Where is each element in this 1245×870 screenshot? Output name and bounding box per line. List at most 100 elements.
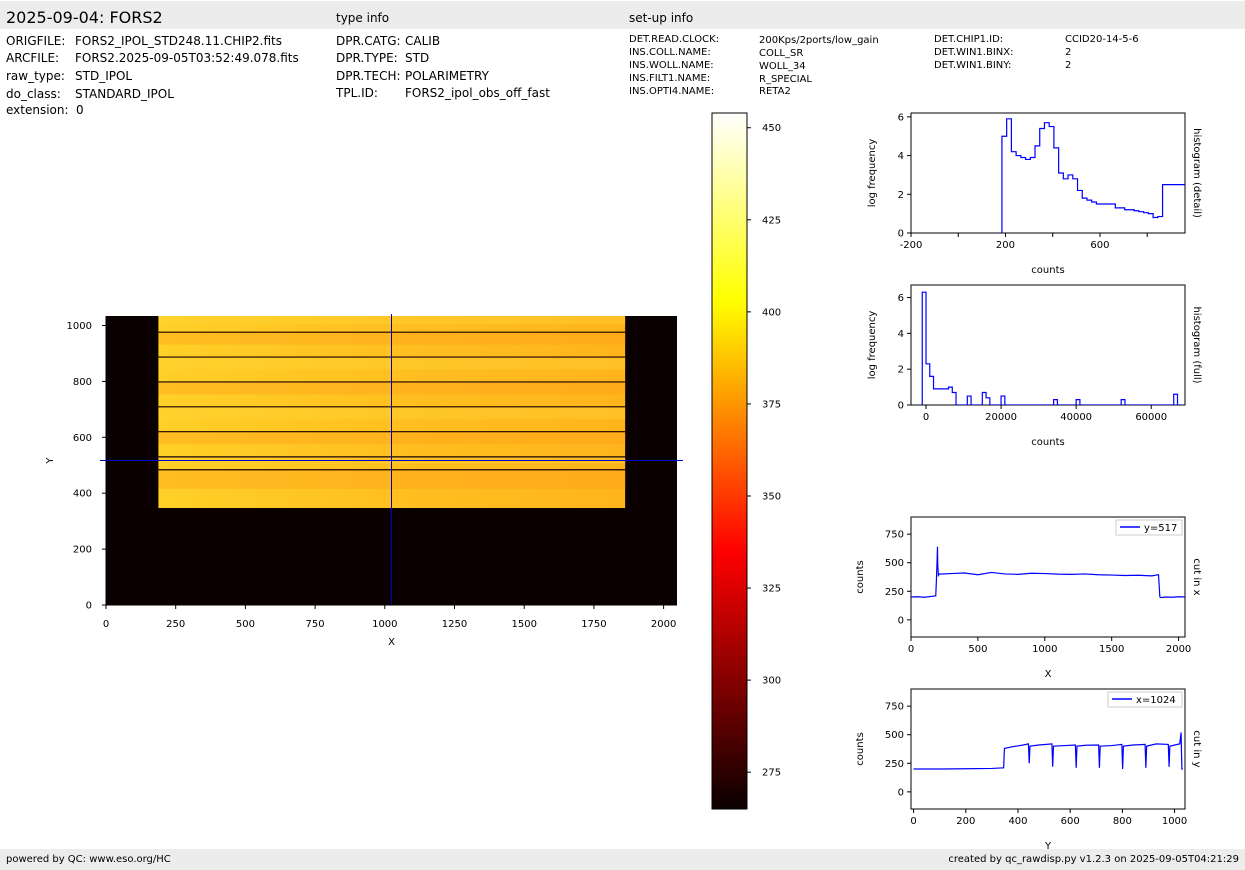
y-tick-label: 200 xyxy=(73,545,92,556)
colorbar-tick-label: 325 xyxy=(762,584,781,595)
image-panel: 0 250 500 750 1000 1250 1500 1750 2000 0 200 400 600… xyxy=(45,314,683,648)
y-tick-label: 750 xyxy=(885,530,904,541)
x-tick-label: -200 xyxy=(900,240,923,251)
histogram-detail-line xyxy=(1001,118,1185,233)
setup-key: DET.WIN1.BINX: xyxy=(934,47,1014,58)
histogram-detail-panel: -200 200 600 0 2 4 6 counts log frequency histogr… xyxy=(867,112,1202,276)
y-tick-label: 4 xyxy=(898,329,904,340)
x-tick-label: 40000 xyxy=(1060,412,1092,423)
colorbar-tick-label: 275 xyxy=(762,768,781,779)
side-label: cut in x xyxy=(1191,558,1202,595)
y-tick-label: 6 xyxy=(898,112,904,123)
y-tick-label: 2 xyxy=(898,190,904,201)
file-info-key: ORIGFILE: xyxy=(6,34,66,48)
type-info-key: DPR.TECH: xyxy=(336,69,401,83)
x-tick-label: 1500 xyxy=(511,619,536,630)
setup-key: DET.WIN1.BINY: xyxy=(934,60,1012,71)
x-tick-label: 2000 xyxy=(1166,644,1191,655)
y-tick-label: 4 xyxy=(898,151,904,162)
setup-value: WOLL_34 xyxy=(759,61,806,72)
x-tick-label: 1000 xyxy=(372,619,397,630)
histogram-full-line xyxy=(921,291,1182,405)
file-info-key: ARCFILE: xyxy=(6,51,60,65)
x-axis-label: counts xyxy=(1031,437,1064,448)
type-info-key: TPL.ID: xyxy=(336,86,378,100)
y-tick-label: 6 xyxy=(898,293,904,304)
file-info-value: FORS2.2025-09-05T03:52:49.078.fits xyxy=(75,51,299,65)
axes-frame xyxy=(910,112,1186,234)
setup-value: CCID20-14-5-6 xyxy=(1065,34,1139,45)
setup-key: DET.CHIP1.ID: xyxy=(934,34,1004,45)
cut-x-line xyxy=(911,546,1185,599)
file-info-key: raw_type: xyxy=(6,69,65,83)
setup-value: 2 xyxy=(1065,60,1072,71)
x-tick-label: 0 xyxy=(923,412,929,423)
file-info-value: STD_IPOL xyxy=(75,69,133,83)
x-tick-label: 1000 xyxy=(1162,816,1187,827)
colorbar-tick-label: 400 xyxy=(762,307,781,318)
type-info-key: DPR.CATG: xyxy=(336,34,401,48)
x-tick-label: 500 xyxy=(236,619,255,630)
y-tick-label: 500 xyxy=(885,558,904,569)
x-tick-label: 1000 xyxy=(1032,644,1057,655)
side-label: histogram (full) xyxy=(1191,306,1202,383)
colorbar-tick-label: 350 xyxy=(762,491,781,502)
cut-y-line xyxy=(913,732,1183,770)
x-tick-label: 600 xyxy=(1061,816,1080,827)
footer-right-text: created by qc_rawdisp.py v1.2.3 on 2025-… xyxy=(948,854,1239,865)
footer-bar xyxy=(0,849,1245,870)
setup-value: 200Kps/2ports/low_gain xyxy=(759,35,879,46)
setup-key: INS.FILT1.NAME: xyxy=(629,73,711,84)
y-axis-label: log frequency xyxy=(867,311,878,380)
y-tick-label: 0 xyxy=(86,601,92,612)
legend-box xyxy=(1107,691,1183,708)
setup-key: INS.WOLL.NAME: xyxy=(629,60,714,71)
header-bar xyxy=(0,1,1245,29)
setup-key: DET.READ.CLOCK: xyxy=(629,34,720,45)
x-axis-label: counts xyxy=(1031,265,1064,276)
colorbar-panel: 275 300 325 350 375 400 425 450 xyxy=(711,112,781,810)
x-tick-label: 750 xyxy=(306,619,325,630)
setup-value: R_SPECIAL xyxy=(759,74,812,85)
report-title: 2025-09-04: FORS2 xyxy=(6,8,163,27)
y-tick-label: 0 xyxy=(898,615,904,626)
y-tick-label: 2 xyxy=(898,365,904,376)
type-info-value: POLARIMETRY xyxy=(405,69,489,83)
file-info-value: STANDARD_IPOL xyxy=(75,87,174,101)
setup-value: COLL_SR xyxy=(759,48,804,59)
colorbar-tick-label: 375 xyxy=(762,399,781,410)
file-info-key: extension: xyxy=(6,103,69,117)
x-tick-label: 200 xyxy=(996,240,1015,251)
x-tick-label: 0 xyxy=(908,644,914,655)
x-tick-label: 2000 xyxy=(651,619,676,630)
y-tick-label: 400 xyxy=(73,489,92,500)
x-tick-label: 800 xyxy=(1113,816,1132,827)
histogram-full-panel: 0 20000 40000 60000 0 2 4 6 counts log frequency h… xyxy=(867,284,1202,448)
axes-frame xyxy=(910,516,1186,638)
colorbar-tick-label: 300 xyxy=(762,676,781,687)
legend-label: y=517 xyxy=(1144,523,1177,534)
y-tick-label: 800 xyxy=(73,377,92,388)
x-tick-label: 1750 xyxy=(581,619,606,630)
type-info-title: type info xyxy=(336,11,390,25)
y-axis-label: Y xyxy=(45,457,56,465)
x-tick-label: 1500 xyxy=(1099,644,1124,655)
file-info-value: FORS2_IPOL_STD248.11.CHIP2.fits xyxy=(75,34,282,48)
y-axis-label: log frequency xyxy=(867,139,878,208)
colorbar-tick-label: 450 xyxy=(762,123,781,134)
x-axis-label: Y xyxy=(1044,841,1052,852)
colorbar-tick-label: 425 xyxy=(762,215,781,226)
footer-left-text: powered by QC: www.eso.org/HC xyxy=(6,854,171,865)
y-axis-label: counts xyxy=(855,732,866,765)
x-tick-label: 60000 xyxy=(1135,412,1167,423)
x-tick-label: 20000 xyxy=(985,412,1017,423)
x-axis-label: X xyxy=(1045,669,1052,680)
setup-key: INS.COLL.NAME: xyxy=(629,47,711,58)
legend-label: x=1024 xyxy=(1136,695,1176,706)
x-tick-label: 250 xyxy=(166,619,185,630)
x-tick-label: 600 xyxy=(1090,240,1109,251)
axes-frame xyxy=(910,688,1186,810)
